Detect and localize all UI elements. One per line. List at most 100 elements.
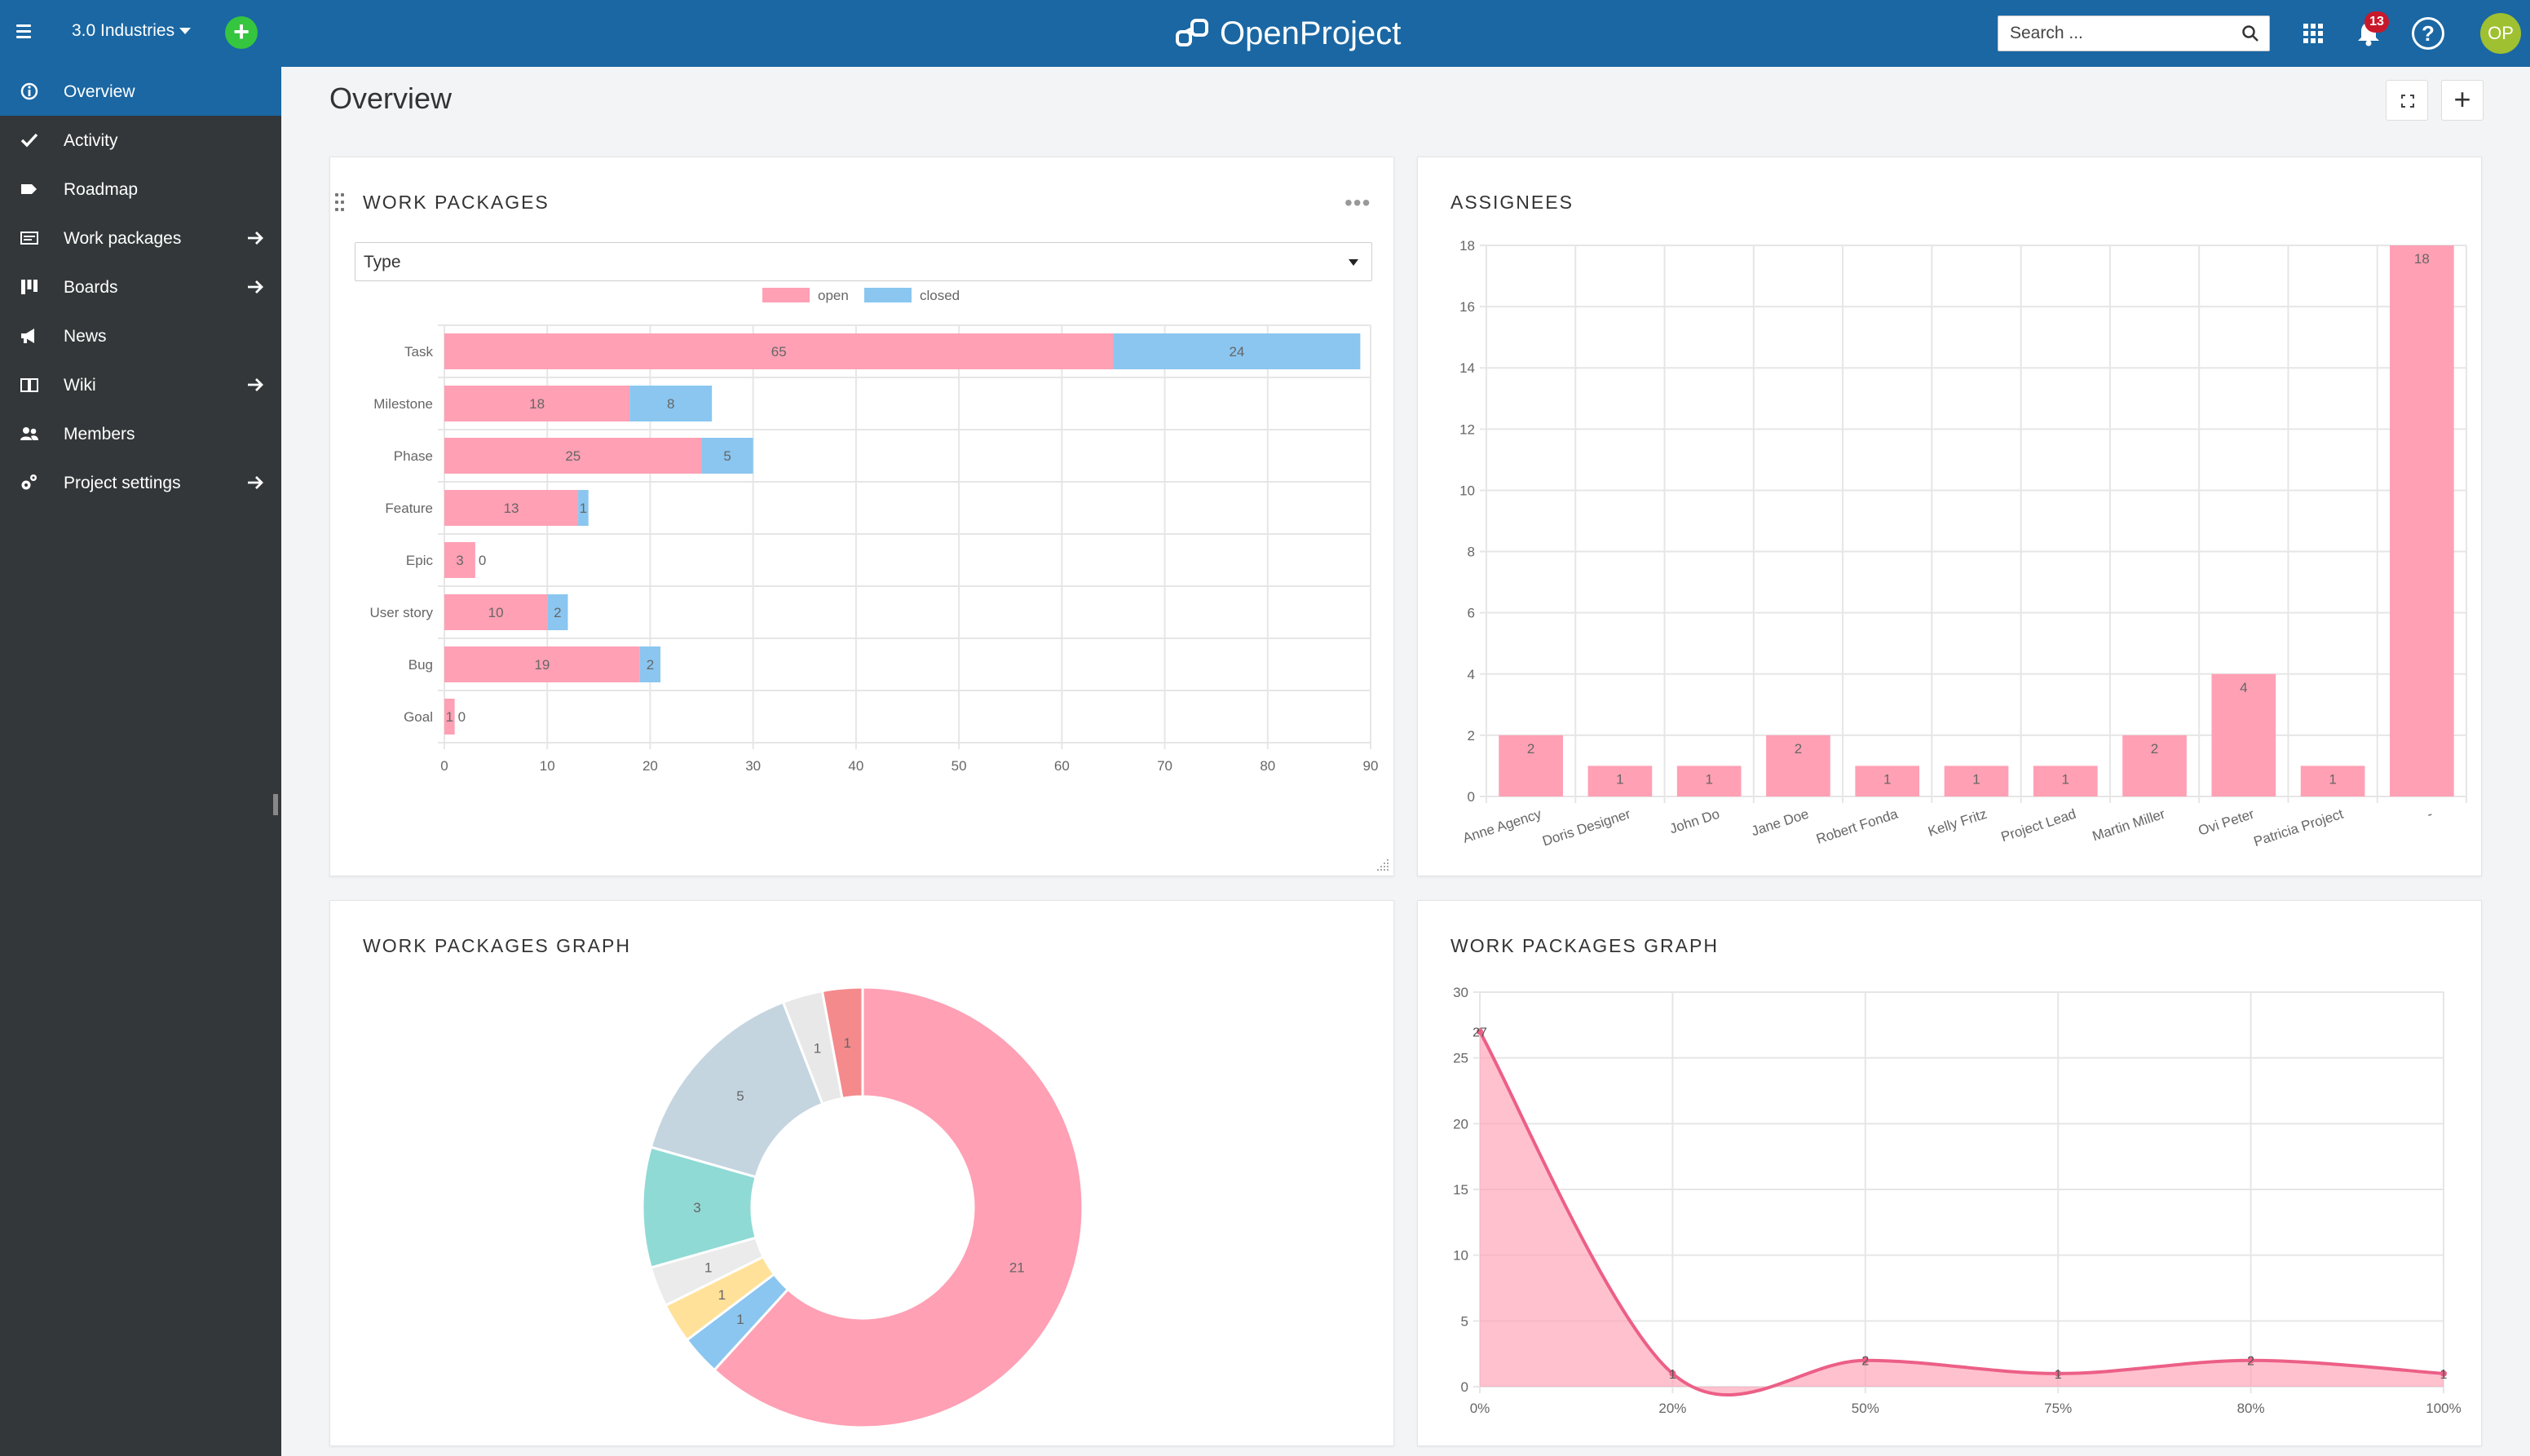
bar (1676, 766, 1742, 796)
search-input[interactable] (1998, 16, 2235, 51)
area-fill (1480, 1031, 2444, 1396)
bar-segment (639, 646, 661, 682)
info-icon (20, 82, 38, 100)
x-tick-label: 70 (1157, 758, 1172, 774)
drag-handle-icon[interactable] (335, 193, 347, 213)
series-line (1478, 1030, 2444, 1397)
avatar[interactable]: OP (2480, 13, 2521, 54)
arrow-right-icon[interactable] (245, 228, 265, 248)
bar-value-label: 65 (771, 344, 787, 360)
sidebar-item-work-packages[interactable]: Work packages (0, 214, 281, 263)
x-category-label: Anne Agency (1461, 806, 1544, 846)
sidebar-item-overview[interactable]: Overview (0, 67, 281, 116)
megaphone-icon (21, 329, 34, 343)
widget-title: WORK PACKAGES GRAPH (363, 935, 631, 956)
y-tick-label: 10 (1453, 1248, 1468, 1264)
group-by-value: Type (364, 253, 401, 271)
bar-value-label: 1 (2062, 771, 2069, 787)
menu-toggle-icon[interactable] (16, 21, 38, 46)
x-category-label: - (2425, 806, 2434, 823)
openproject-logo-icon (1176, 19, 1208, 46)
sidebar-item-members[interactable]: Members (0, 409, 281, 458)
x-category-label: Ovi Peter (2197, 806, 2257, 839)
project-selector[interactable]: 3.0 Industries (72, 21, 192, 41)
bar-value-label: 1 (580, 501, 587, 516)
add-widget-button[interactable]: + (2441, 80, 2484, 121)
y-tick-label: 5 (1461, 1313, 1468, 1329)
check-icon (20, 133, 38, 148)
bar-segment (444, 646, 640, 682)
bar-segment (444, 490, 579, 526)
x-category-label: Jane Doe (1750, 806, 1811, 840)
widget-title: WORK PACKAGES GRAPH (1450, 935, 1719, 956)
resize-corner-icon[interactable] (1374, 856, 1390, 872)
arrow-right-icon[interactable] (245, 375, 265, 395)
widget-menu-icon[interactable]: ••• (1344, 190, 1371, 215)
sidebar-item-boards[interactable]: Boards (0, 263, 281, 311)
y-tick-label: 15 (1453, 1182, 1468, 1198)
x-category-label: 75% (2044, 1401, 2072, 1416)
x-category-label: 50% (1852, 1401, 1879, 1416)
point-value-label: 2 (2247, 1355, 2254, 1369)
sidebar-item-activity[interactable]: Activity (0, 116, 281, 165)
y-tick-label: 14 (1459, 360, 1475, 376)
legend-label: closed (920, 288, 960, 303)
arrow-right-icon[interactable] (245, 473, 265, 492)
legend-swatch (762, 288, 810, 302)
arrow-right-icon[interactable] (245, 277, 265, 297)
sidebar-item-label: News (64, 327, 107, 346)
sidebar-resize-handle[interactable] (273, 794, 278, 815)
slice-value-label: 1 (736, 1312, 744, 1327)
y-tick-label: 12 (1459, 421, 1475, 437)
book-icon (20, 378, 38, 392)
x-category-label: Doris Designer (1540, 806, 1632, 849)
x-category-label: 100% (2426, 1401, 2461, 1416)
x-tick-label: 20 (642, 758, 658, 774)
logo[interactable]: OpenProject (1174, 11, 1401, 55)
modules-grid-icon[interactable] (2301, 21, 2325, 46)
y-category-label: Phase (394, 448, 433, 464)
create-new-button[interactable]: + (225, 16, 258, 49)
search-icon[interactable] (2241, 24, 2259, 42)
slice-value-label: 1 (814, 1041, 821, 1057)
project-name: 3.0 Industries (72, 21, 175, 40)
bar-value-label: 1 (2329, 771, 2336, 787)
work-packages-widget: WORK PACKAGES ••• Type 0 10 20 30 40 50 60 70 80… (329, 157, 1394, 876)
help-icon[interactable]: ? (2412, 17, 2444, 50)
sidebar-item-roadmap[interactable]: Roadmap (0, 165, 281, 214)
point-value-label: 27 (1473, 1026, 1487, 1039)
x-tick-label: 80 (1260, 758, 1275, 774)
work-packages-icon (20, 232, 38, 245)
sidebar-item-project-settings[interactable]: Project settings (0, 458, 281, 507)
bar (2300, 766, 2365, 796)
x-category-label: Project Lead (1999, 806, 2078, 845)
boards-icon (21, 280, 38, 294)
bar-value-label: 5 (723, 448, 731, 464)
sidebar-item-news[interactable]: News (0, 311, 281, 360)
data-point (1477, 1028, 1483, 1035)
group-by-select[interactable]: Type (355, 242, 1372, 281)
sidebar-item-wiki[interactable]: Wiki (0, 360, 281, 409)
sidebar-item-label: Roadmap (64, 180, 139, 199)
bar (1499, 735, 1563, 796)
slice-value-label: 1 (704, 1260, 712, 1275)
fullscreen-button[interactable] (2386, 80, 2428, 121)
work-packages-graph-area-widget: WORK PACKAGES GRAPH 0 5 10 15 20 25 30 0% 20% 50%… (1417, 900, 2482, 1446)
bar-value-label: 2 (554, 605, 561, 620)
search-field[interactable] (1998, 15, 2270, 51)
y-category-label: Milestone (373, 396, 433, 412)
y-tick-label: 0 (1461, 1379, 1468, 1395)
sidebar: Overview Activity Roadmap Work packages … (0, 67, 281, 1456)
bar-segment (444, 594, 548, 630)
bar-segment (444, 333, 1114, 369)
bar (2390, 245, 2454, 796)
y-category-label: Feature (385, 501, 433, 516)
bar-value-label: 4 (2240, 680, 2247, 695)
y-tick-label: 18 (1459, 238, 1475, 254)
tag-icon (21, 184, 37, 194)
bar-value-label: 25 (565, 448, 581, 464)
y-tick-label: 0 (1468, 789, 1475, 805)
bar-segment (701, 438, 753, 474)
